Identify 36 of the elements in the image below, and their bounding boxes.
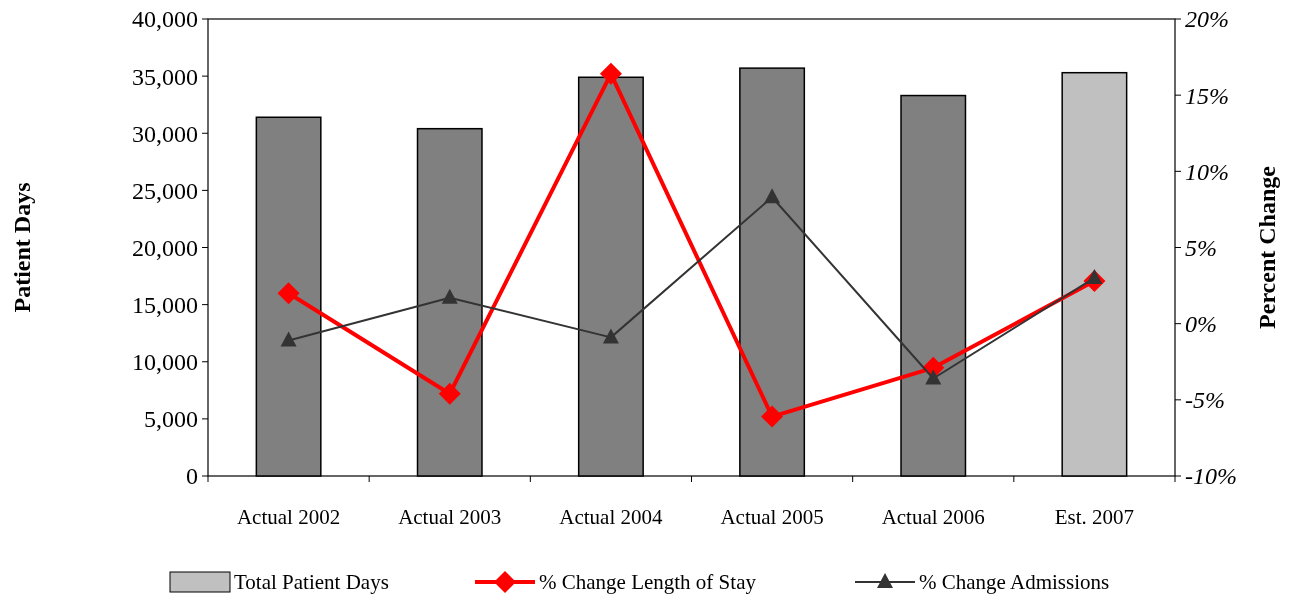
y2-tick-label: 0% [1185, 311, 1217, 338]
y-tick-label: 35,000 [132, 63, 198, 90]
y2-axis-title: Percent Change [1254, 165, 1280, 329]
y-tick-label: 40,000 [132, 6, 198, 33]
y-tick-label: 10,000 [132, 349, 198, 376]
y2-tick-label: -10% [1185, 463, 1237, 490]
y-tick-label: 0 [186, 463, 198, 490]
y-tick-label: 30,000 [132, 120, 198, 147]
x-tick-label: Actual 2006 [881, 505, 985, 529]
legend-label: % Change Length of Stay [539, 570, 757, 595]
y-axis-title: Patient Days [9, 182, 35, 313]
y2-tick-label: 20% [1185, 6, 1229, 33]
point [761, 405, 784, 428]
y2-tick-label: 10% [1185, 158, 1229, 185]
point [602, 328, 619, 344]
x-tick-label: Actual 2002 [236, 505, 341, 529]
x-tick-label: Est. 2007 [1054, 505, 1135, 529]
point [925, 369, 942, 385]
point [280, 331, 297, 347]
y-tick-label: 15,000 [132, 292, 198, 319]
legend-label: % Change Admissions [919, 570, 1110, 595]
legend-label: Total Patient Days [234, 570, 389, 595]
x-tick-label: Actual 2003 [398, 505, 502, 529]
x-tick-label: Actual 2005 [720, 505, 824, 529]
y2-tick-label: 15% [1185, 82, 1229, 109]
y-tick-label: 25,000 [132, 177, 198, 204]
y2-tick-label: 5% [1185, 234, 1217, 261]
point [599, 62, 622, 85]
x-tick-label: Actual 2004 [559, 505, 664, 529]
point [277, 282, 300, 305]
point [441, 288, 458, 304]
y-tick-label: 20,000 [132, 234, 198, 261]
y-tick-label: 5,000 [144, 406, 198, 433]
point [764, 188, 781, 204]
y2-tick-label: -5% [1185, 387, 1225, 414]
point [438, 382, 461, 405]
